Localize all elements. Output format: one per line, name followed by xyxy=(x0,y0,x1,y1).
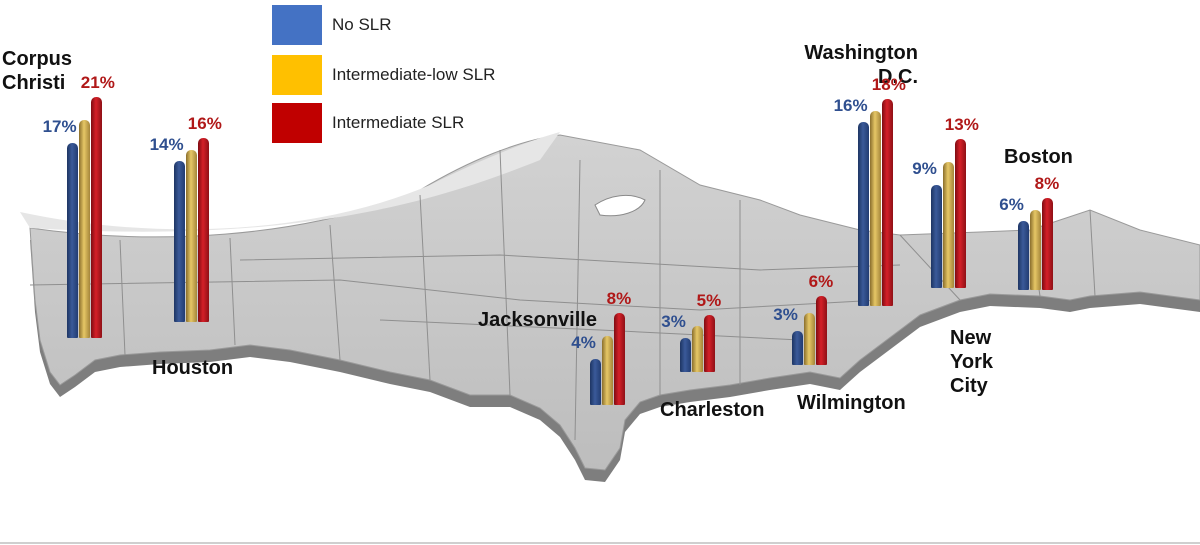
city-line: Christi xyxy=(2,72,66,94)
legend-intermediate-low-slr: Intermediate-low SLR xyxy=(272,55,495,95)
city-label-new-york-city: New York City xyxy=(950,326,993,398)
city-label-boston: Boston xyxy=(1004,145,1073,169)
value-label-no-slr-washington-dc: 16% xyxy=(833,96,868,115)
legend-swatch xyxy=(272,55,322,95)
city-label-jacksonville: Jacksonville xyxy=(478,308,597,332)
value-label-intermediate-slr-houston: 16% xyxy=(187,114,222,133)
state-boundaries xyxy=(29,149,1096,441)
city-line: Jacksonville xyxy=(478,309,597,331)
city-label-washington-dc: Washington D.C. xyxy=(792,41,918,89)
value-label-intermediate-slr-charleston: 5% xyxy=(696,290,722,310)
value-label-intermediate-slr-washington-dc: 18% xyxy=(871,75,906,94)
bar-intermediate-low-slr-washington-dc xyxy=(870,110,881,306)
value-label-no-slr-charleston: 3% xyxy=(661,311,686,331)
value-label-no-slr-wilmington: 3% xyxy=(773,304,798,324)
value-label-no-slr-jacksonville: 4% xyxy=(571,333,596,352)
bar-no-slr-boston xyxy=(1018,221,1029,290)
legend-no-slr: No SLR xyxy=(272,5,392,45)
value-label-intermediate-slr-corpus-christi: 21% xyxy=(80,72,115,92)
city-label-corpus-christi: Corpus Christi xyxy=(2,47,72,95)
value-label-no-slr-houston: 14% xyxy=(149,135,184,154)
city-line: Houston xyxy=(152,357,234,379)
value-label-intermediate-slr-new-york-city: 13% xyxy=(944,114,979,134)
bar-intermediate-low-slr-wilmington xyxy=(804,313,815,365)
city-label-houston: Houston xyxy=(152,356,233,380)
legend-swatch xyxy=(272,103,322,143)
legend-label: No SLR xyxy=(332,15,392,34)
bar-no-slr-charleston xyxy=(680,337,691,372)
legend-label: Intermediate-low SLR xyxy=(332,65,496,84)
city-line: Washington xyxy=(804,42,918,64)
city-line: York xyxy=(950,351,993,373)
bar-intermediate-low-slr-charleston xyxy=(692,326,703,372)
bar-intermediate-low-slr-houston xyxy=(186,149,197,322)
bar-intermediate-slr-jacksonville xyxy=(614,313,625,405)
value-label-no-slr-corpus-christi: 17% xyxy=(42,116,77,136)
value-label-no-slr-boston: 6% xyxy=(999,195,1024,214)
bar-no-slr-new-york-city xyxy=(931,184,942,288)
legend-intermediate-slr: Intermediate SLR xyxy=(272,103,464,143)
value-label-intermediate-slr-boston: 8% xyxy=(1034,174,1060,193)
bar-intermediate-slr-boston xyxy=(1042,198,1053,290)
city-line: New xyxy=(950,327,992,349)
city-line: Boston xyxy=(1004,146,1073,168)
legend-label: Intermediate SLR xyxy=(332,113,465,132)
bar-intermediate-slr-new-york-city xyxy=(955,138,966,288)
bar-intermediate-low-slr-jacksonville xyxy=(602,336,613,405)
city-label-wilmington: Wilmington xyxy=(797,391,906,415)
legend-swatch xyxy=(272,5,322,45)
bar-intermediate-slr-wilmington xyxy=(816,296,827,365)
bar-intermediate-low-slr-corpus-christi xyxy=(79,119,90,338)
lake xyxy=(594,194,646,217)
bar-intermediate-slr-washington-dc xyxy=(882,99,893,306)
bar-intermediate-slr-corpus-christi xyxy=(91,96,102,338)
bar-no-slr-houston xyxy=(174,161,185,322)
value-label-intermediate-slr-wilmington: 6% xyxy=(808,272,834,291)
city-line: D.C. xyxy=(878,66,918,88)
city-label-charleston: Charleston xyxy=(660,398,764,422)
value-label-no-slr-new-york-city: 9% xyxy=(912,158,937,178)
city-line: City xyxy=(950,375,988,397)
bar-no-slr-washington-dc xyxy=(858,122,869,306)
bar-no-slr-jacksonville xyxy=(590,359,601,405)
bar-intermediate-low-slr-new-york-city xyxy=(943,161,954,288)
bar-intermediate-low-slr-boston xyxy=(1030,209,1041,290)
bar-no-slr-wilmington xyxy=(792,330,803,365)
city-line: Wilmington xyxy=(797,392,906,414)
bar-no-slr-corpus-christi xyxy=(67,142,78,338)
bar-intermediate-slr-houston xyxy=(198,138,209,322)
value-label-intermediate-slr-jacksonville: 8% xyxy=(606,289,632,308)
city-line: Charleston xyxy=(660,399,765,421)
bar-intermediate-slr-charleston xyxy=(704,314,715,372)
city-line: Corpus xyxy=(2,48,72,70)
